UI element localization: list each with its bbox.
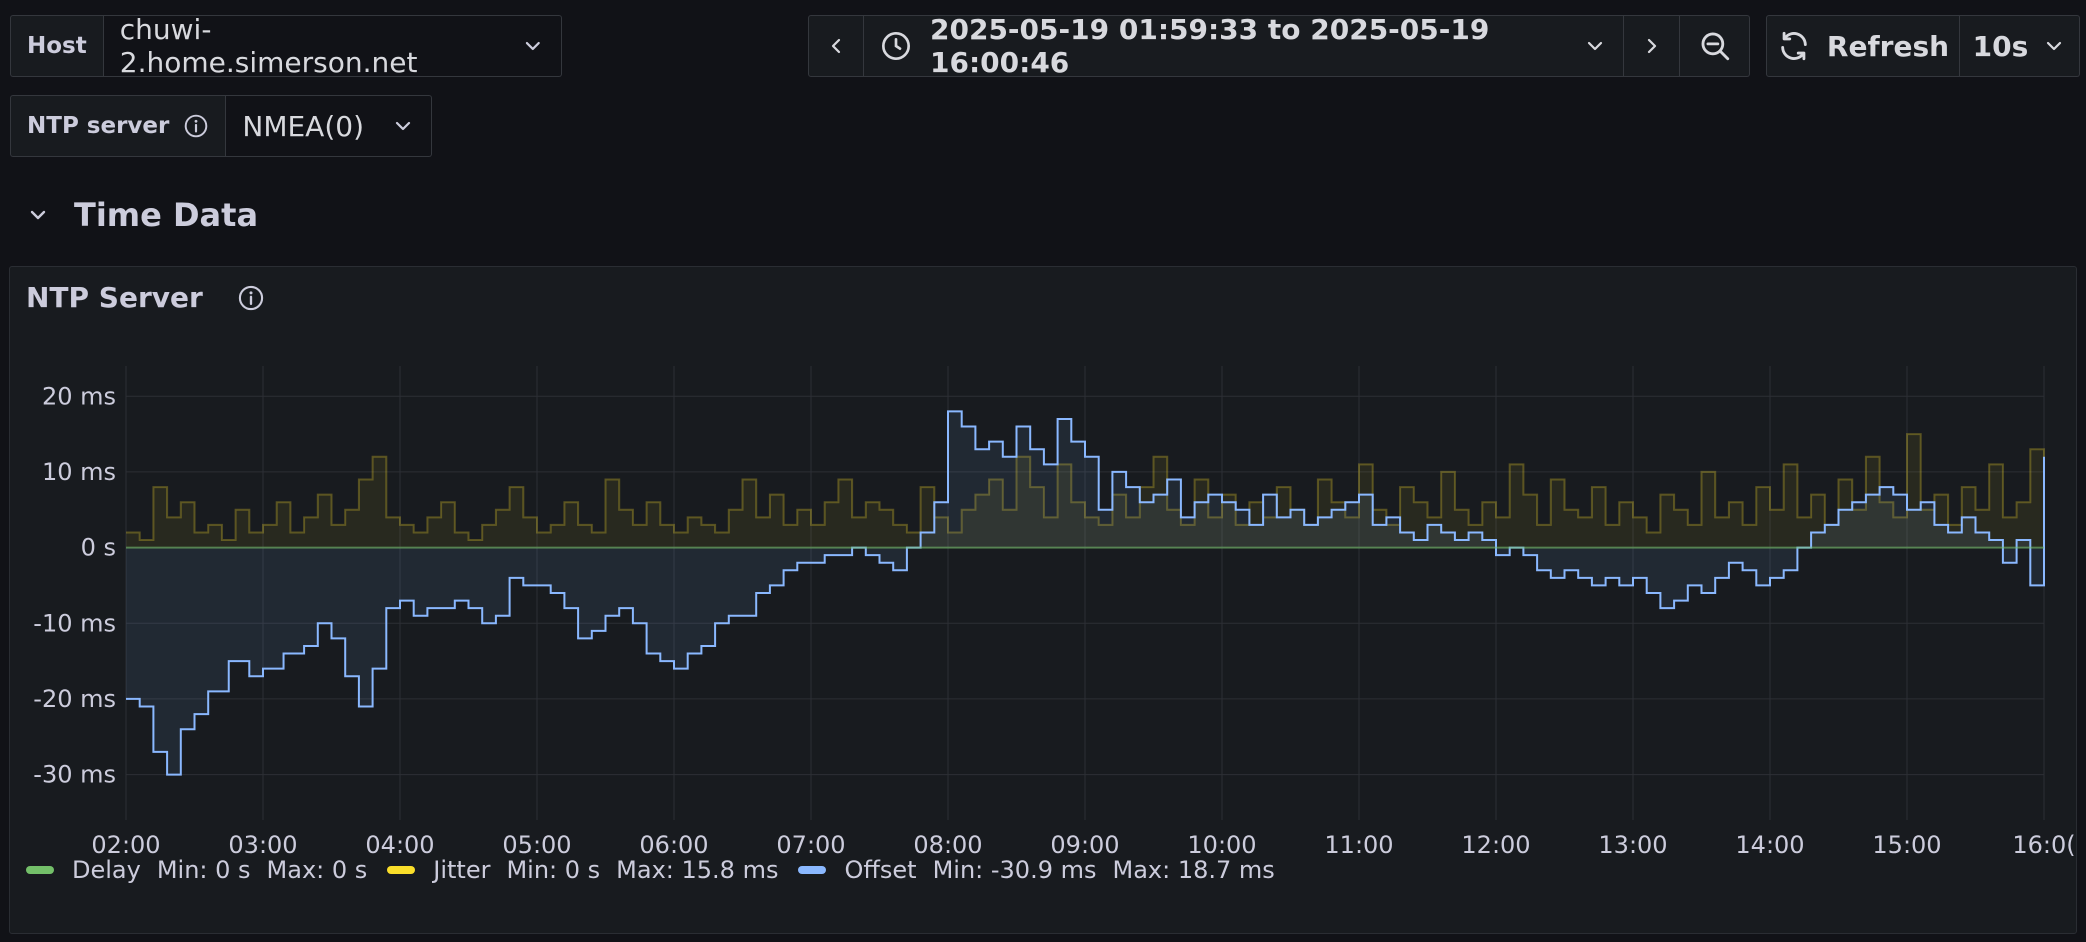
chevron-down-icon <box>30 210 46 220</box>
ntp-server-panel: NTP Server <box>9 266 2077 934</box>
legend-max: Max: 18.7 ms <box>1112 856 1275 884</box>
x-tick-label: 05:00 <box>502 831 571 859</box>
legend-item-delay[interactable]: Delay Min: 0 s Max: 0 s <box>26 856 367 884</box>
refresh-controls: Refresh 10s <box>1766 15 2080 77</box>
host-variable: Host chuwi-2.home.simerson.net <box>10 13 562 79</box>
jitter-line <box>126 433 2045 542</box>
jitter-area <box>126 434 2044 548</box>
zoom-out-icon <box>1701 32 1729 61</box>
legend-item-jitter[interactable]: Jitter Min: 0 s Max: 15.8 ms <box>387 856 778 884</box>
refresh-interval-value: 10s <box>1972 29 2029 63</box>
chevron-down-icon <box>396 121 411 131</box>
time-shift-forward-button[interactable] <box>1624 15 1680 77</box>
legend-series-name: Jitter <box>433 856 491 884</box>
legend-swatch <box>26 866 54 874</box>
legend-series-name: Offset <box>844 856 917 884</box>
chevron-down-icon <box>2047 41 2062 51</box>
x-tick-label: 12:00 <box>1461 831 1530 859</box>
refresh-label: Refresh <box>1826 29 1950 63</box>
host-value: chuwi-2.home.simerson.net <box>119 13 418 79</box>
chart-grid <box>125 366 2045 820</box>
refresh-button[interactable]: Refresh <box>1766 15 1960 77</box>
legend-swatch <box>387 866 416 874</box>
chevron-down-icon <box>525 41 540 51</box>
legend-series-name: Delay <box>72 856 141 884</box>
row-title: Time Data <box>74 196 259 234</box>
zoom-out-button[interactable] <box>1680 15 1750 77</box>
ntp-server-label-text: NTP server <box>27 113 170 139</box>
chevron-down-icon <box>1587 41 1603 51</box>
y-tick-label: 10 ms <box>42 458 116 486</box>
x-tick-label: 10:00 <box>1187 831 1256 859</box>
time-shift-back-button[interactable] <box>808 15 864 77</box>
y-axis: 20 ms 10 ms 0 s -10 ms -20 ms -30 ms <box>33 382 116 788</box>
x-axis: 02:00 03:00 04:00 05:00 06:00 07:00 08:00 09:00… <box>91 831 2075 859</box>
legend-item-offset[interactable]: Offset Min: -30.9 ms Max: 18.7 ms <box>798 856 1275 884</box>
ntp-server-label: NTP server <box>10 95 227 157</box>
y-tick-label: 20 ms <box>42 382 116 410</box>
x-tick-label: 06:00 <box>639 831 708 859</box>
legend-max: Max: 0 s <box>266 856 368 884</box>
legend-max: Max: 15.8 ms <box>616 856 779 884</box>
time-range-text: 2025-05-19 01:59:33 to 2025-05-19 16:00:… <box>930 13 1490 79</box>
x-tick-label: 04:00 <box>365 831 434 859</box>
info-icon[interactable] <box>183 113 209 139</box>
refresh-interval-picker[interactable]: 10s <box>1960 15 2080 77</box>
clock-icon <box>882 32 910 60</box>
x-tick-label: 09:00 <box>1050 831 1119 859</box>
x-tick-label: 07:00 <box>776 831 845 859</box>
host-select[interactable]: chuwi-2.home.simerson.net <box>103 13 562 79</box>
panel-title: NTP Server <box>26 281 203 314</box>
x-tick-label: 02:00 <box>91 831 160 859</box>
ntp-server-value: NMEA(0) <box>242 109 364 143</box>
host-label: Host <box>10 15 104 77</box>
y-tick-label: -10 ms <box>33 609 116 637</box>
chart-legend: Delay Min: 0 s Max: 0 s Jitter Min: 0 s … <box>26 856 1295 884</box>
time-range-controls: 2025-05-19 01:59:33 to 2025-05-19 16:00:… <box>808 13 1750 79</box>
x-tick-label: 16:0( <box>2012 831 2075 859</box>
x-tick-label: 08:00 <box>913 831 982 859</box>
ntp-server-variable: NTP server NMEA(0) <box>10 95 433 157</box>
chevron-left-icon <box>831 38 841 54</box>
offset-line <box>126 410 2045 776</box>
ntp-server-select[interactable]: NMEA(0) <box>226 95 433 157</box>
y-tick-label: 0 s <box>81 534 116 562</box>
x-tick-label: 11:00 <box>1324 831 1393 859</box>
jitter-series <box>126 433 2045 548</box>
row-header[interactable]: Time Data <box>26 196 258 234</box>
legend-min: Min: -30.9 ms <box>932 856 1097 884</box>
chevron-right-icon <box>1647 38 1656 54</box>
y-tick-label: -30 ms <box>33 761 116 789</box>
legend-swatch <box>798 866 827 874</box>
x-tick-label: 13:00 <box>1598 831 1667 859</box>
legend-min: Min: 0 s <box>506 856 601 884</box>
time-range-picker[interactable]: 2025-05-19 01:59:33 to 2025-05-19 16:00:… <box>864 13 1624 79</box>
x-tick-label: 15:00 <box>1872 831 1941 859</box>
x-tick-label: 03:00 <box>228 831 297 859</box>
offset-series <box>126 410 2045 776</box>
panel-header: NTP Server <box>26 281 265 314</box>
x-tick-label: 14:00 <box>1735 831 1804 859</box>
y-tick-label: -20 ms <box>33 685 116 713</box>
refresh-icon <box>1781 31 1807 61</box>
info-icon[interactable] <box>237 284 265 312</box>
legend-min: Min: 0 s <box>156 856 251 884</box>
